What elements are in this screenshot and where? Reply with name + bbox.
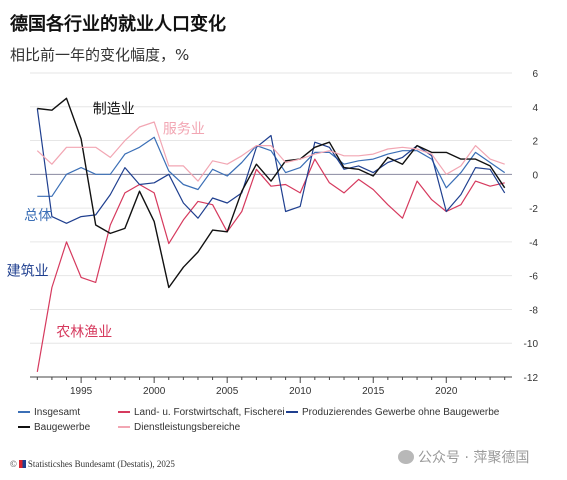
legend-item-landwirtschaft: Land- u. Forstwirtschaft, Fischerei (118, 407, 285, 418)
series-line-2 (36, 108, 506, 224)
series-line-3 (37, 97, 506, 289)
axes: 6 4 2 0 -2 -4 -6 -8 -10 -12 1995 2000 2005 2010 2015 20… (30, 69, 538, 397)
y-tick-label: 0 (532, 170, 538, 181)
y-tick-label: -4 (529, 238, 538, 249)
legend-swatch (18, 411, 30, 414)
y-tick-label: -8 (529, 305, 538, 316)
legend-label: Dienstleistungsbereiche (134, 422, 241, 433)
destatis-logo-icon (18, 460, 26, 468)
y-tick-label: 4 (532, 103, 538, 114)
x-tick-label: 2005 (216, 386, 239, 397)
series-annotation: 服务业 (163, 122, 205, 138)
legend-item-produzierendes-gewerbe: Produzierendes Gewerbe ohne Baugewerbe (286, 407, 499, 418)
x-tick-label: 2015 (362, 386, 385, 397)
legend-label: Insgesamt (34, 407, 81, 418)
legend-label: Land- u. Forstwirtschaft, Fischerei (134, 407, 285, 418)
watermark-text: 公众号 · 萍聚德国 (418, 450, 530, 466)
y-tick-label: -12 (524, 373, 539, 384)
y-tick-label: -6 (529, 272, 538, 283)
x-tick-label: 2020 (435, 386, 458, 397)
source-note: © Statisticshes Bundesamt (Destatis), 202… (10, 459, 175, 469)
series-annotation: 制造业 (93, 101, 135, 117)
series-annotation: 建筑业 (7, 264, 49, 280)
copyright-symbol: © (10, 459, 17, 469)
chart-title: 德国各行业的就业人口变化 (10, 14, 226, 35)
y-tick-label: -10 (524, 339, 539, 350)
x-tick-label: 1995 (70, 386, 93, 397)
x-tick-label: 2000 (143, 386, 166, 397)
line-chart: 6 4 2 0 -2 -4 -6 -8 -10 -12 1995 2000 2005 2010 2015 20… (7, 69, 539, 397)
series-lines (36, 97, 506, 373)
legend-item-insgesamt: Insgesamt (18, 407, 80, 418)
legend-label: Baugewerbe (34, 422, 91, 433)
series-annotation: 总体 (24, 208, 52, 224)
y-tick-label: 2 (532, 137, 538, 148)
y-tick-label: 6 (532, 69, 538, 80)
series-line-1 (36, 158, 505, 373)
series-line-4 (36, 121, 505, 182)
watermark: 公众号 · 萍聚德国 (398, 447, 529, 467)
legend-item-baugewerbe: Baugewerbe (18, 422, 90, 433)
legend-swatch (118, 426, 130, 429)
legend-swatch (286, 411, 298, 414)
series-annotation: 农林渔业 (56, 324, 112, 340)
y-tick-label: -2 (529, 204, 538, 215)
legend-swatch (118, 411, 130, 414)
legend-label: Produzierendes Gewerbe ohne Baugewerbe (302, 407, 500, 418)
legend-swatch (18, 426, 30, 429)
wechat-icon (398, 450, 414, 464)
legend-item-dienstleistungen: Dienstleistungsbereiche (118, 422, 240, 433)
x-tick-label: 2010 (289, 386, 312, 397)
chart-subtitle: 相比前一年的变化幅度，% (10, 46, 190, 64)
series-line-0 (37, 136, 506, 197)
source-text: Statisticshes Bundesamt (Destatis), 2025 (27, 459, 175, 469)
